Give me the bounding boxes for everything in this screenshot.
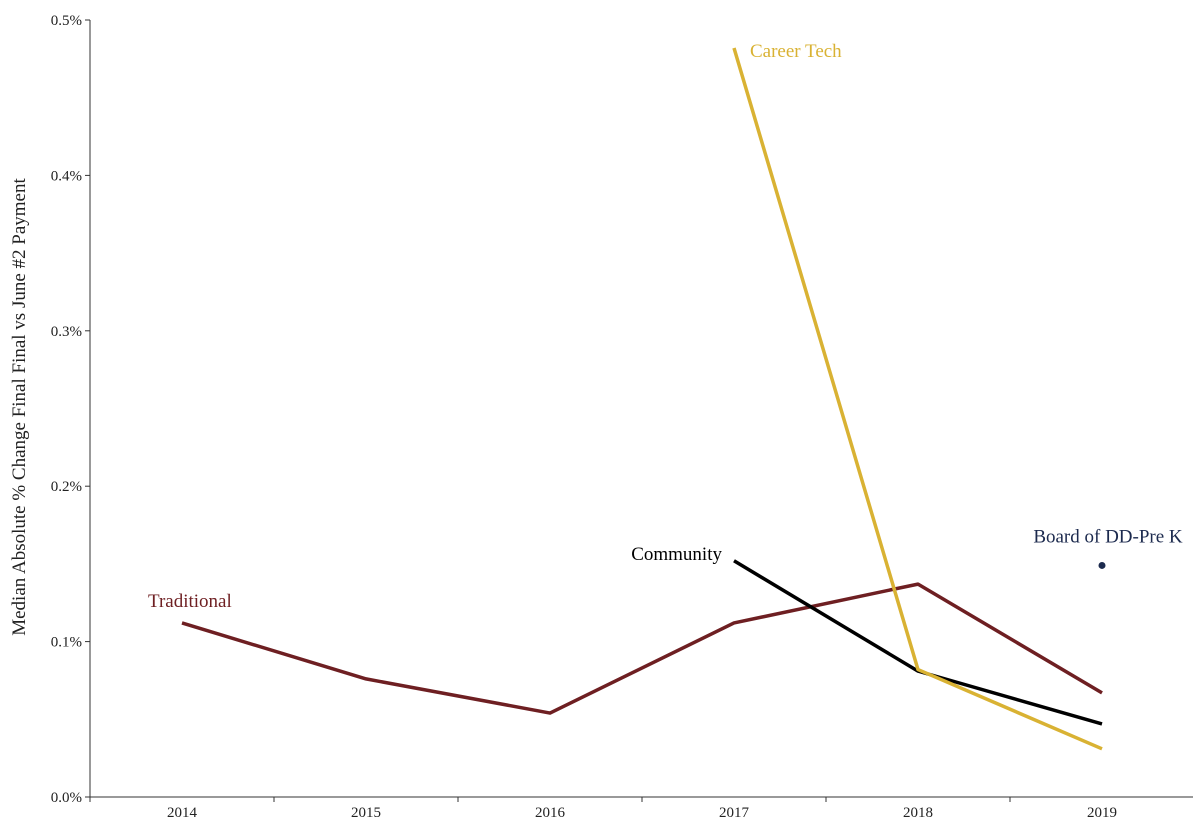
series-point-board-of-dd-pre-k	[1098, 561, 1106, 569]
series-line-career-tech	[732, 47, 1103, 751]
series-label-board-of-dd-pre-k: Board of DD-Pre K	[1033, 526, 1183, 547]
series-line-traditional	[181, 582, 1103, 715]
y-tick-label: 0.0%	[51, 790, 82, 806]
y-tick-label: 0.4%	[51, 168, 82, 184]
y-tick-label: 0.5%	[51, 13, 82, 29]
y-axis-title: Median Absolute % Change Final Final vs …	[9, 178, 30, 636]
x-tick-label: 2017	[719, 805, 750, 820]
y-tick-label: 0.3%	[51, 324, 82, 340]
x-tick-label: 2016	[535, 805, 566, 820]
x-tick-label: 2014	[167, 805, 198, 820]
axes: 0.0% 0.1% 0.2% 0.3% 0.4% 0.5% 2014 2015 2016 2017…	[51, 13, 1193, 820]
x-tick-label: 2018	[903, 805, 933, 820]
series-label-career-tech: Career Tech	[750, 41, 842, 62]
series-label-community: Community	[631, 544, 722, 565]
y-tick-label: 0.2%	[51, 479, 82, 495]
x-tick-label: 2015	[351, 805, 381, 820]
y-tick-label: 0.1%	[51, 635, 82, 651]
series-group	[181, 47, 1106, 751]
x-tick-label: 2019	[1087, 805, 1117, 820]
series-label-traditional: Traditional	[148, 591, 232, 612]
series-labels: Traditional Community Career Tech Board of …	[148, 41, 1183, 612]
